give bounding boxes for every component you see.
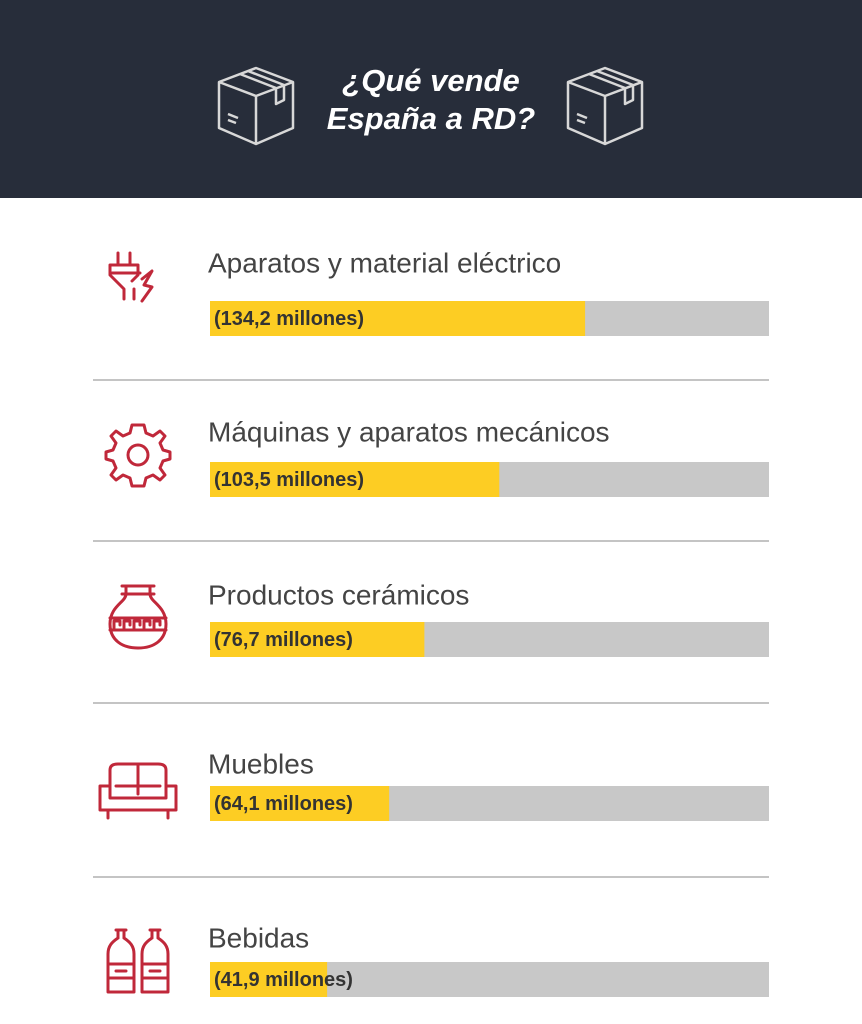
category-icon: [98, 762, 178, 820]
header: ¿Qué vende España a RD?: [0, 0, 862, 198]
icon-path: [108, 251, 154, 303]
value-label: (64,1 millones): [214, 793, 353, 815]
icon-path: [108, 584, 168, 650]
chart-title: ¿Qué vende España a RD?: [326, 63, 536, 136]
value-label: (41,9 millones): [214, 969, 353, 991]
icon-path: [98, 762, 178, 820]
category-icon: [108, 251, 154, 303]
value-label: (76,7 millones): [214, 629, 353, 651]
box-icon: [217, 66, 295, 146]
bar: [210, 462, 500, 497]
bar: [210, 622, 425, 657]
category-icon: [106, 928, 170, 994]
value-label: (134,2 millones): [214, 308, 364, 330]
bar: [210, 301, 586, 336]
icon-path: [104, 423, 172, 488]
bar: [210, 786, 390, 821]
box-icon: [566, 66, 644, 146]
bar: [210, 962, 328, 997]
icon-path: [106, 928, 170, 994]
value-label: (103,5 millones): [214, 469, 364, 491]
category-icon: [104, 423, 172, 488]
category-label: Máquinas y aparatos mecánicos: [208, 416, 610, 447]
category-label: Bebidas: [208, 922, 309, 953]
category-icon: [108, 584, 168, 650]
category-label: Muebles: [208, 748, 314, 779]
header-icons: [217, 66, 644, 146]
category-label: Productos cerámicos: [208, 579, 469, 610]
category-label: Aparatos y material eléctrico: [208, 247, 561, 278]
